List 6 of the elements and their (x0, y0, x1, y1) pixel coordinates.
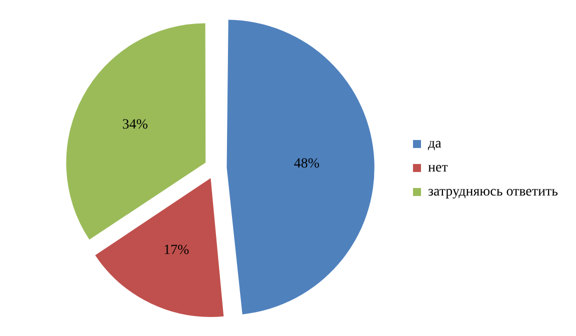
data-label: 48% (294, 156, 320, 172)
legend-label: затрудняюсь ответить (428, 184, 558, 200)
data-label: 34% (122, 118, 148, 133)
legend-label: да (428, 136, 442, 152)
legend-label: нет (428, 160, 448, 176)
data-label: 17% (163, 243, 190, 258)
